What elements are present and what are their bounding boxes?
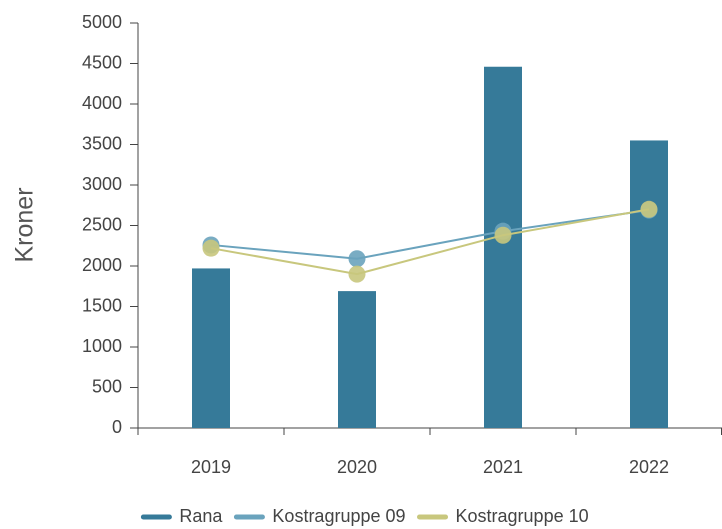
- line: [210, 209, 650, 260]
- x-tick-label: 2020: [337, 457, 377, 477]
- marker: [494, 226, 512, 244]
- y-tick-label: 4000: [82, 93, 122, 113]
- y-tick-label: 500: [92, 376, 122, 396]
- y-tick-label: 2000: [82, 255, 122, 275]
- legend-label: Kostragruppe 10: [456, 506, 589, 526]
- y-axis-label: Kroner: [11, 187, 39, 262]
- x-tick-label: 2022: [629, 457, 669, 477]
- y-tick-label: 1500: [82, 295, 122, 315]
- bar: [192, 268, 230, 428]
- y-tick-label: 4500: [82, 52, 122, 72]
- y-tick-label: 0: [112, 417, 122, 437]
- line: [210, 208, 650, 276]
- y-tick-label: 3500: [82, 133, 122, 153]
- y-tick-label: 3000: [82, 174, 122, 194]
- marker: [202, 239, 220, 257]
- y-tick-label: 2500: [82, 214, 122, 234]
- y-tick-label: 5000: [82, 12, 122, 32]
- bar: [630, 140, 668, 428]
- legend: Rana Kostragruppe 09 Kostragruppe 10: [140, 506, 589, 526]
- legend-label: Kostragruppe 09: [272, 506, 405, 526]
- bar: [484, 66, 522, 429]
- y-tick-label: 1000: [82, 336, 122, 356]
- x-tick-label: 2021: [483, 457, 523, 477]
- legend-label: Rana: [179, 506, 223, 526]
- marker: [348, 250, 366, 268]
- marker: [348, 265, 366, 283]
- x-tick-label: 2019: [191, 457, 231, 477]
- bar: [338, 291, 376, 428]
- marker: [640, 200, 658, 218]
